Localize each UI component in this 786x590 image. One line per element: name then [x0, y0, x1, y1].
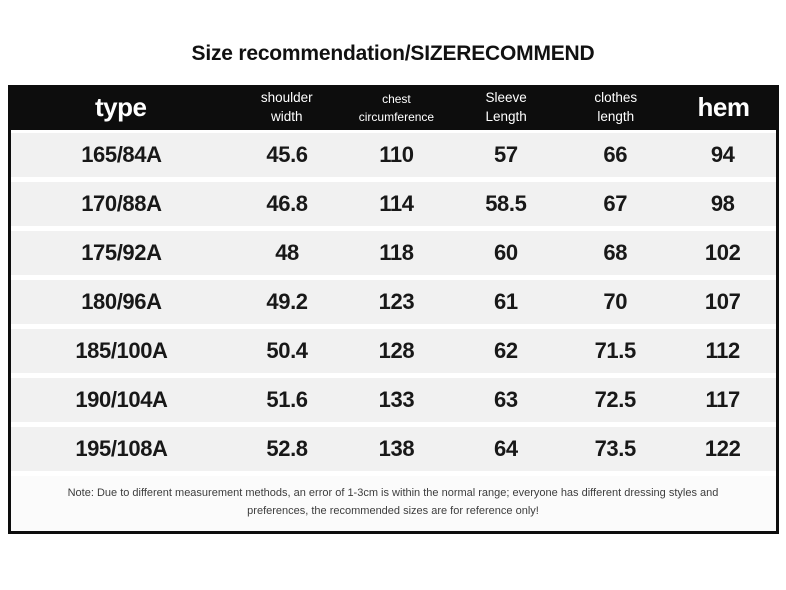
table-header: type shoulder width chest circumference … [9, 85, 777, 130]
table-row: 185/100A 50.4 128 62 71.5 112 [10, 329, 776, 373]
cell-chest-circumference: 114 [379, 191, 414, 216]
cell-shoulder-width: 46.8 [266, 191, 308, 216]
cell-shoulder-width: 52.8 [266, 436, 308, 461]
table-row: 195/108A 52.8 138 64 73.5 122 [10, 427, 776, 471]
cell-type: 175/92A [81, 240, 162, 265]
column-header-line: length [597, 108, 635, 124]
cell-clothes-length: 66 [603, 142, 628, 167]
column-header-line: Sleeve [485, 90, 527, 106]
cell-clothes-length: 70 [603, 289, 628, 314]
table-body: 165/84A 45.6 110 57 66 94 170/88A 46.8 1… [10, 130, 776, 471]
cell-type: 195/108A [75, 436, 168, 461]
cell-type: 190/104A [75, 387, 168, 412]
cell-chest-circumference: 138 [378, 436, 415, 461]
cell-shoulder-width: 50.4 [266, 338, 308, 363]
cell-clothes-length: 72.5 [594, 387, 637, 412]
cell-hem: 98 [710, 191, 735, 216]
column-header-line: clothes [594, 90, 638, 106]
cell-shoulder-width: 48 [275, 240, 299, 265]
column-header-clothes-length: clothes length [561, 89, 671, 125]
table-row: 180/96A 49.2 123 61 70 107 [10, 280, 776, 324]
cell-type: 170/88A [81, 191, 162, 216]
column-header-chest-circumference: chest circumference [342, 90, 452, 126]
cell-type: 185/100A [75, 338, 168, 363]
cell-clothes-length: 68 [603, 240, 628, 265]
cell-sleeve-length: 60 [493, 240, 518, 265]
cell-type: 165/84A [81, 142, 162, 167]
cell-sleeve-length: 58.5 [485, 191, 527, 216]
column-header-shoulder-width: shoulder width [232, 89, 342, 125]
cell-hem: 122 [704, 436, 741, 461]
column-header-line: width [271, 108, 303, 124]
cell-type: 180/96A [81, 289, 162, 314]
table-row: 175/92A 48 118 60 68 102 [10, 231, 776, 275]
cell-sleeve-length: 62 [493, 338, 518, 363]
cell-clothes-length: 73.5 [594, 436, 637, 461]
column-header-line: Length [485, 108, 527, 124]
cell-sleeve-length: 57 [493, 142, 518, 167]
cell-hem: 94 [710, 142, 735, 167]
size-table: type shoulder width chest circumference … [7, 85, 779, 535]
cell-sleeve-length: 64 [493, 436, 518, 461]
cell-chest-circumference: 110 [379, 142, 414, 167]
column-header-line: chest [382, 91, 411, 106]
table-row: 170/88A 46.8 114 58.5 67 98 [10, 182, 776, 226]
column-header-line: circumference [358, 109, 435, 124]
cell-chest-circumference: 123 [378, 289, 415, 314]
cell-shoulder-width: 51.6 [266, 387, 308, 412]
table-note: Note: Due to different measurement metho… [10, 476, 776, 532]
column-header-sleeve-length: Sleeve Length [451, 89, 561, 125]
cell-chest-circumference: 118 [379, 240, 414, 265]
cell-hem: 112 [705, 338, 741, 363]
cell-chest-circumference: 133 [378, 387, 415, 412]
cell-chest-circumference: 128 [378, 338, 415, 363]
cell-hem: 102 [704, 240, 741, 265]
page-title: Size recommendation/SIZERECOMMEND [191, 42, 595, 65]
cell-sleeve-length: 61 [493, 289, 518, 314]
cell-hem: 107 [704, 289, 741, 314]
cell-hem: 117 [705, 387, 741, 412]
cell-sleeve-length: 63 [493, 387, 518, 412]
table-row: 190/104A 51.6 133 63 72.5 117 [10, 378, 776, 422]
column-header-hem: hem [697, 92, 750, 122]
cell-clothes-length: 71.5 [594, 338, 637, 363]
table-row: 165/84A 45.6 110 57 66 94 [10, 133, 776, 177]
column-header-type: type [94, 92, 147, 122]
cell-shoulder-width: 49.2 [266, 289, 308, 314]
cell-clothes-length: 67 [603, 191, 628, 216]
cell-shoulder-width: 45.6 [266, 142, 308, 167]
column-header-line: shoulder [260, 90, 313, 106]
